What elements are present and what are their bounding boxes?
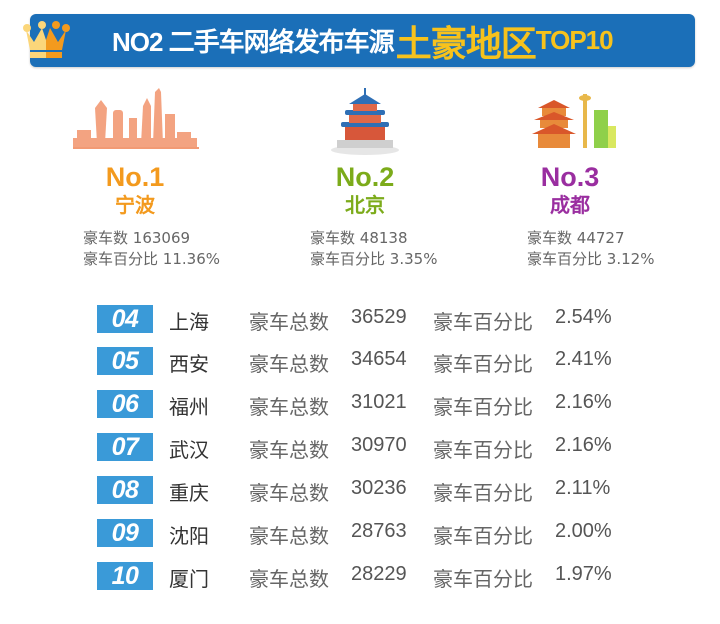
rank-city: 北京 (345, 193, 385, 217)
rank-badge: 10 (97, 562, 153, 590)
count-value: 48138 (359, 229, 408, 247)
row-pct-label: 豪车百分比 (433, 352, 533, 376)
pct-label: 豪车百分比 (310, 250, 386, 268)
pct-value: 3.35% (389, 250, 438, 268)
row-city: 上海 (169, 310, 209, 334)
count-value: 44727 (576, 229, 625, 247)
row-pct: 2.11% (555, 477, 611, 499)
row-total: 31021 (351, 391, 407, 413)
temple-of-heaven-icon (331, 88, 399, 155)
ranking-row: 04 上海 豪车总数 36529 豪车百分比 2.54% (97, 304, 612, 334)
row-total-label: 豪车总数 (249, 395, 329, 419)
rank-badge: 07 (97, 433, 153, 461)
rank-badge: 05 (97, 347, 153, 375)
row-total: 36529 (351, 306, 407, 328)
row-pct-label: 豪车百分比 (433, 481, 533, 505)
row-pct-label: 豪车百分比 (433, 524, 533, 548)
rank-city: 宁波 (115, 193, 155, 217)
row-city: 福州 (169, 395, 209, 419)
row-pct: 2.16% (555, 434, 612, 456)
rank-badge: 08 (97, 476, 153, 504)
row-city: 西安 (169, 352, 209, 376)
title-banner (30, 14, 695, 67)
rank-stats: 豪车数 44727 豪车百分比 3.12% (527, 228, 654, 270)
row-total: 28763 (351, 520, 407, 542)
row-city: 武汉 (169, 438, 209, 462)
rank-number: No.3 (540, 162, 600, 192)
chengdu-skyline-icon (532, 94, 616, 148)
crown-icon (23, 21, 70, 58)
row-pct-label: 豪车百分比 (433, 438, 533, 462)
count-label: 豪车数 (83, 229, 129, 247)
count-value: 163069 (132, 229, 191, 247)
rank-stats: 豪车数 48138 豪车百分比 3.35% (310, 228, 437, 270)
rank-number: No.2 (335, 162, 395, 192)
ranking-row: 06 福州 豪车总数 31021 豪车百分比 2.16% (97, 389, 612, 419)
row-pct-label: 豪车百分比 (433, 310, 533, 334)
row-pct: 2.16% (555, 391, 612, 413)
ranking-row: 08 重庆 豪车总数 30236 豪车百分比 2.11% (97, 475, 610, 505)
row-pct: 2.54% (555, 306, 612, 328)
rank-badge: 09 (97, 519, 153, 547)
ningbo-skyline-icon (73, 88, 199, 149)
row-total-label: 豪车总数 (249, 310, 329, 334)
row-total: 30236 (351, 477, 407, 499)
top3-card-3: No.3 成都 豪车数 44727 豪车百分比 3.12% (470, 88, 670, 268)
row-pct: 2.41% (555, 348, 612, 370)
title-highlight: 土豪地区 (395, 22, 537, 64)
pct-value: 11.36% (162, 250, 220, 268)
rank-badge: 04 (97, 305, 153, 333)
ranking-row: 10 厦门 豪车总数 28229 豪车百分比 1.97% (97, 561, 612, 591)
row-total-label: 豪车总数 (249, 481, 329, 505)
count-label: 豪车数 (527, 229, 573, 247)
rank-stats: 豪车数 163069 豪车百分比 11.36% (83, 228, 220, 270)
pct-label: 豪车百分比 (83, 250, 159, 268)
row-total-label: 豪车总数 (249, 438, 329, 462)
page-title: NO2 二手车网络发布车源 土豪地区 TOP10 (112, 14, 614, 67)
title-suffix: TOP10 (535, 25, 614, 55)
row-total-label: 豪车总数 (249, 567, 329, 591)
row-pct-label: 豪车百分比 (433, 395, 533, 419)
row-city: 沈阳 (169, 524, 209, 548)
title-prefix: NO2 二手车网络发布车源 (112, 27, 395, 57)
row-pct: 2.00% (555, 520, 612, 542)
rank-city: 成都 (550, 193, 590, 217)
row-total-label: 豪车总数 (249, 352, 329, 376)
row-city: 厦门 (169, 567, 209, 591)
rank-badge: 06 (97, 390, 153, 418)
count-label: 豪车数 (310, 229, 356, 247)
ranking-row: 07 武汉 豪车总数 30970 豪车百分比 2.16% (97, 432, 612, 462)
pct-value: 3.12% (606, 250, 655, 268)
row-pct-label: 豪车百分比 (433, 567, 533, 591)
top3-card-2: No.2 北京 豪车数 48138 豪车百分比 3.35% (265, 88, 465, 268)
ranking-row: 09 沈阳 豪车总数 28763 豪车百分比 2.00% (97, 518, 612, 548)
ranking-row: 05 西安 豪车总数 34654 豪车百分比 2.41% (97, 346, 612, 376)
rank-number: No.1 (105, 162, 165, 192)
row-total-label: 豪车总数 (249, 524, 329, 548)
row-pct: 1.97% (555, 563, 612, 585)
pct-label: 豪车百分比 (527, 250, 603, 268)
row-total: 28229 (351, 563, 407, 585)
row-city: 重庆 (169, 481, 209, 505)
top3-card-1: No.1 宁波 豪车数 163069 豪车百分比 11.36% (35, 88, 235, 268)
row-total: 30970 (351, 434, 407, 456)
row-total: 34654 (351, 348, 407, 370)
